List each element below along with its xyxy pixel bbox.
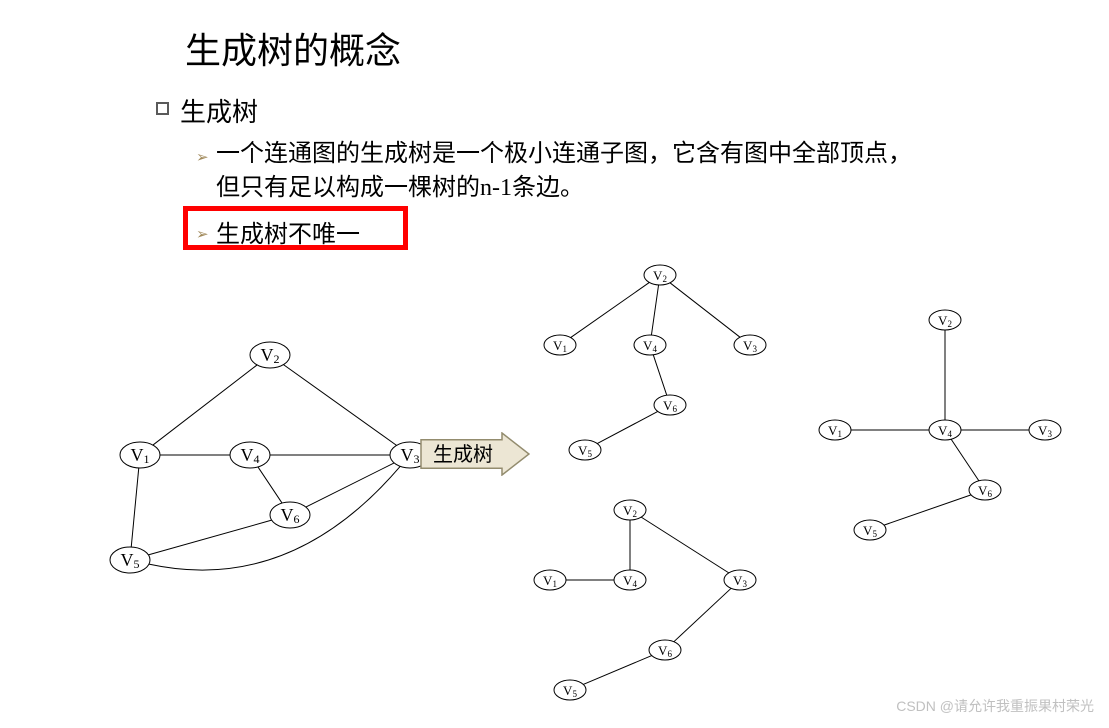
spanning-tree-3: V1V2V3V4V5V6 (500, 490, 780, 710)
original-graph: V1V2V3V4V5V6 (90, 300, 460, 610)
page-title: 生成树的概念 (185, 22, 401, 74)
arrow-shape: 生成树 (420, 432, 530, 476)
bullet-arrow-icon: ➢ (196, 148, 209, 167)
highlight-box (183, 206, 408, 250)
watermark: CSDN @请允许我重振果村荣光 (896, 696, 1094, 716)
svg-text:生成树: 生成树 (433, 443, 493, 466)
section-heading: 生成树 (180, 92, 258, 129)
spanning-tree-2: V1V2V3V4V5V6 (810, 295, 1070, 545)
spanning-tree-1: V1V2V3V4V5V6 (520, 255, 790, 475)
description-1: 一个连通图的生成树是一个极小连通子图，它含有图中全部顶点，但只有足以构成一棵树的… (216, 138, 916, 205)
bullet-square-icon (156, 102, 169, 115)
